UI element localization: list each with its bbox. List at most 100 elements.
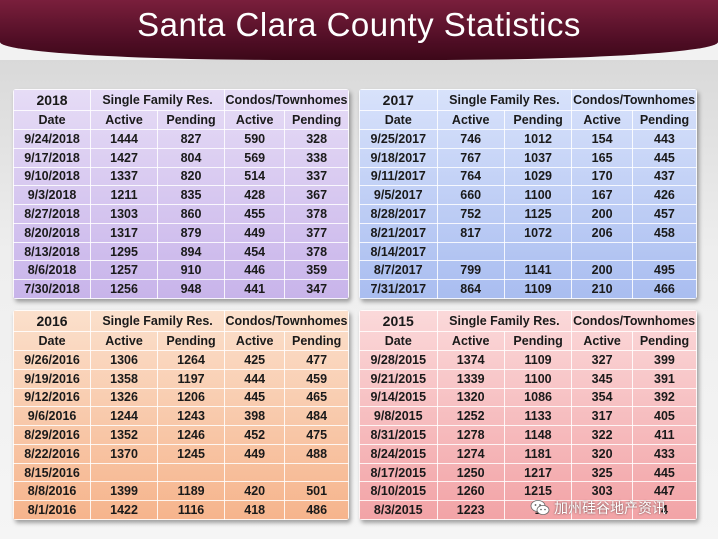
sfr-active-cell: 752 — [436, 204, 505, 224]
date-cell: 8/7/2017 — [359, 260, 438, 281]
stats-table-2016: 2016 Single Family Res. Condos/Townhomes… — [13, 310, 349, 520]
table-row: 9/25/2017 746 1012 154 443 — [359, 129, 697, 149]
condo-pending-cell: 359 — [284, 260, 349, 281]
sfr-pending-cell: 1246 — [157, 425, 226, 445]
sfr-active-cell: 764 — [436, 166, 505, 187]
condo-active-cell: 446 — [224, 260, 286, 281]
sfr-pending-cell: 1217 — [503, 462, 573, 483]
date-cell: 9/28/2015 — [359, 350, 438, 370]
date-header: Date — [359, 331, 438, 352]
table-row: 8/31/2015 1278 1148 322 411 — [359, 425, 697, 445]
table-row: 9/19/2016 1358 1197 444 459 — [13, 368, 349, 389]
date-cell: 9/6/2016 — [13, 406, 92, 427]
condo-active-cell: 514 — [224, 166, 286, 187]
table-column-header-row: Date Active Pending Active Pending — [13, 110, 349, 131]
condo-active-cell: 303 — [571, 481, 633, 502]
sfr-active-cell: 1422 — [90, 500, 159, 520]
sfr-pending-cell: 1072 — [503, 222, 573, 243]
sfr-pending-cell: 1141 — [503, 260, 573, 281]
table-row: 8/20/2018 1317 879 449 377 — [13, 222, 349, 243]
condo-active-cell: 345 — [571, 368, 633, 389]
condo-pending-cell: 426 — [631, 185, 697, 206]
active-header: Active — [436, 331, 505, 352]
table-row: 9/5/2017 660 1100 167 426 — [359, 185, 697, 206]
date-cell: 8/22/2016 — [13, 443, 92, 464]
condo-pending-cell: 392 — [631, 387, 697, 408]
table-row: 8/28/2017 752 1125 200 457 — [359, 204, 697, 224]
date-cell: 8/29/2016 — [13, 425, 92, 445]
condo-pending-cell: 477 — [284, 350, 349, 370]
sfr-pending-cell: 1189 — [157, 481, 226, 502]
date-cell: 8/3/2015 — [359, 500, 438, 520]
table-row: 9/26/2016 1306 1264 425 477 — [13, 350, 349, 370]
condo-pending-cell: 405 — [631, 406, 697, 427]
condos-header: Condos/Townhomes — [571, 89, 697, 112]
table-panel-2017: 2017 Single Family Res. Condos/Townhomes… — [359, 89, 697, 299]
condo-active-cell: 454 — [224, 241, 286, 262]
sfr-active-cell: 767 — [436, 147, 505, 168]
active-header: Active — [90, 110, 159, 131]
year-label: 2017 — [359, 89, 438, 112]
condo-active-cell: 590 — [224, 129, 286, 149]
table-body: 9/28/2015 1374 1109 327 399 9/21/2015 1339 1100… — [359, 350, 697, 520]
table-row: 8/22/2016 1370 1245 449 488 — [13, 443, 349, 464]
condo-pending-cell: 459 — [284, 368, 349, 389]
date-cell: 8/31/2015 — [359, 425, 438, 445]
table-row: 8/7/2017 799 1141 200 495 — [359, 260, 697, 281]
sfr-active-cell: 1317 — [90, 222, 159, 243]
date-cell: 8/24/2015 — [359, 443, 438, 464]
condo-active-cell: 428 — [224, 185, 286, 206]
condo-active-cell: 154 — [571, 129, 633, 149]
condo-pending-cell: 347 — [284, 279, 349, 299]
table-row: 8/24/2015 1274 1181 320 433 — [359, 443, 697, 464]
sfr-pending-cell: 827 — [157, 129, 226, 149]
sfr-active-cell: 1399 — [90, 481, 159, 502]
pending-header: Pending — [631, 331, 697, 352]
table-panel-2016: 2016 Single Family Res. Condos/Townhomes… — [13, 310, 349, 520]
sfr-active-cell: 1339 — [436, 368, 505, 389]
sfr-pending-cell: 1243 — [157, 406, 226, 427]
date-cell: 9/17/2018 — [13, 147, 92, 168]
sfr-active-cell: 746 — [436, 129, 505, 149]
table-row: 8/15/2016 — [13, 462, 349, 483]
date-cell: 8/28/2017 — [359, 204, 438, 224]
condo-pending-cell: 328 — [284, 129, 349, 149]
pending-header: Pending — [284, 331, 349, 352]
table-panel-2018: 2018 Single Family Res. Condos/Townhomes… — [13, 89, 349, 299]
condo-active-cell: 327 — [571, 350, 633, 370]
table-row: 8/8/2016 1399 1189 420 501 — [13, 481, 349, 502]
condo-active-cell: 441 — [224, 279, 286, 299]
condo-pending-cell: 466 — [631, 279, 697, 299]
sfr-active-cell: 1274 — [436, 443, 505, 464]
condo-active-cell: 449 — [224, 443, 286, 464]
sfr-active-cell: 1320 — [436, 387, 505, 408]
table-row: 8/21/2017 817 1072 206 458 — [359, 222, 697, 243]
sfr-pending-cell: 1086 — [503, 387, 573, 408]
table-body: 9/24/2018 1444 827 590 328 9/17/2018 1427 804 56… — [13, 129, 349, 299]
condo-active-cell: 322 — [571, 425, 633, 445]
year-label: 2015 — [359, 310, 438, 333]
condo-pending-cell: 495 — [631, 260, 697, 281]
year-label: 2016 — [13, 310, 92, 333]
sfr-pending-cell: 1206 — [157, 387, 226, 408]
sfr-active-cell: 1260 — [436, 481, 505, 502]
condo-active-cell: 449 — [224, 222, 286, 243]
single-family-header: Single Family Res. — [90, 89, 226, 112]
table-row: 8/13/2018 1295 894 454 378 — [13, 241, 349, 262]
date-cell: 9/10/2018 — [13, 166, 92, 187]
sfr-active-cell: 817 — [436, 222, 505, 243]
condo-active-cell: 210 — [571, 279, 633, 299]
condo-active-cell: 398 — [224, 406, 286, 427]
pending-header: Pending — [284, 110, 349, 131]
date-cell: 9/5/2017 — [359, 185, 438, 206]
table-column-header-row: Date Active Pending Active Pending — [13, 331, 349, 352]
condo-pending-cell: 501 — [284, 481, 349, 502]
sfr-pending-cell: 1100 — [503, 368, 573, 389]
date-cell: 8/14/2017 — [359, 241, 438, 262]
table-row: 9/21/2015 1339 1100 345 391 — [359, 368, 697, 389]
single-family-header: Single Family Res. — [436, 310, 573, 333]
single-family-header: Single Family Res. — [436, 89, 573, 112]
date-cell: 8/8/2016 — [13, 481, 92, 502]
condo-pending-cell: 458 — [631, 222, 697, 243]
sfr-active-cell: 1444 — [90, 129, 159, 149]
